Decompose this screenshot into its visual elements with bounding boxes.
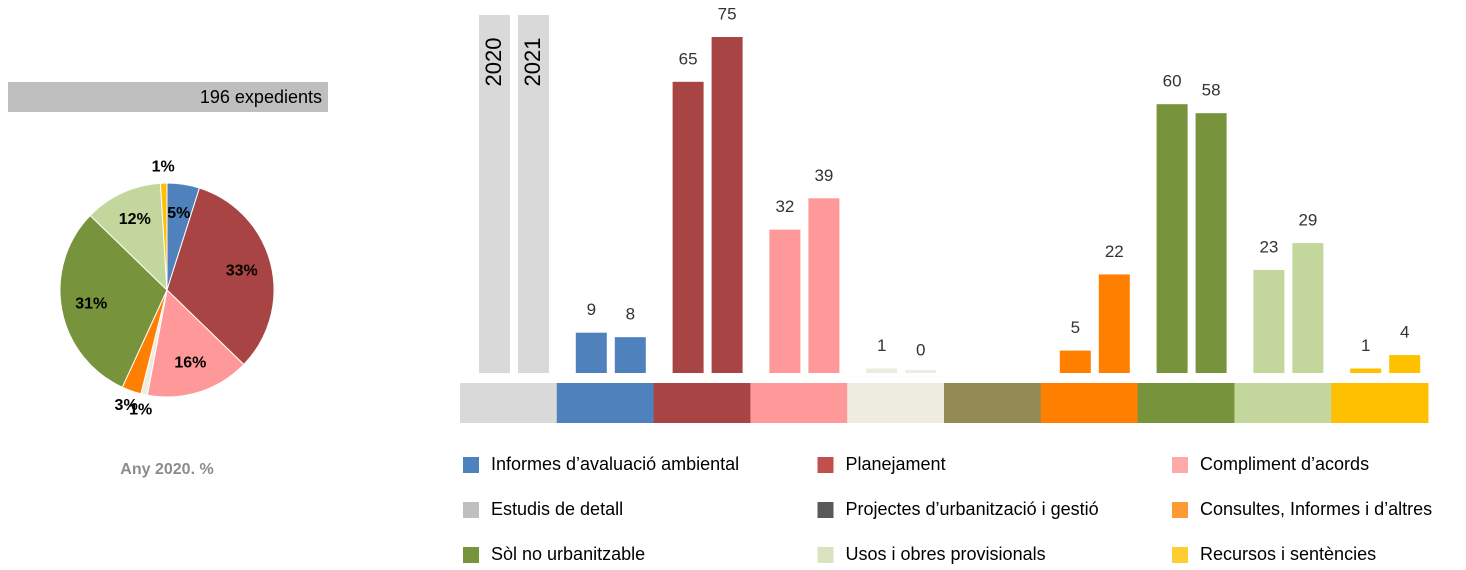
legend-label: Recursos i sentències bbox=[1200, 544, 1376, 564]
bar bbox=[1389, 355, 1421, 373]
value-label: 22 bbox=[1105, 242, 1124, 261]
category-strip bbox=[1040, 383, 1139, 423]
legend-swatch bbox=[817, 502, 834, 518]
bar bbox=[769, 229, 801, 373]
bar bbox=[1059, 350, 1091, 373]
pie-slice bbox=[59, 214, 168, 388]
value-label: 8 bbox=[626, 305, 635, 324]
pie-caption: Any 2020. % bbox=[120, 461, 213, 478]
bar bbox=[808, 198, 840, 373]
category-strip bbox=[556, 383, 655, 423]
pie-label: 16% bbox=[174, 355, 206, 372]
value-label: 23 bbox=[1259, 237, 1278, 256]
value-label: 32 bbox=[775, 197, 794, 216]
value-label: 9 bbox=[587, 300, 596, 319]
legend-swatch bbox=[463, 457, 479, 473]
category-strip bbox=[847, 383, 945, 423]
bar bbox=[1195, 113, 1227, 373]
bar bbox=[1098, 274, 1130, 373]
value-label: 29 bbox=[1298, 211, 1317, 230]
pie-label: 5% bbox=[167, 205, 190, 222]
pie-label: 33% bbox=[226, 262, 258, 279]
legend-swatch bbox=[1172, 502, 1188, 518]
legend-swatch bbox=[817, 457, 834, 473]
value-label: 4 bbox=[1400, 323, 1409, 342]
legend-swatch bbox=[1172, 547, 1188, 563]
year-label: 2021 bbox=[520, 38, 545, 87]
bar bbox=[711, 37, 743, 373]
pie-title: 196 expedients bbox=[200, 87, 322, 107]
bar bbox=[614, 337, 646, 373]
year-header-bar bbox=[479, 15, 510, 373]
year-label: 2020 bbox=[481, 38, 506, 87]
legend-label: Usos i obres provisionals bbox=[846, 544, 1046, 564]
category-strip bbox=[460, 383, 558, 423]
legend-label: Informes d’avaluació ambiental bbox=[491, 454, 739, 474]
legend-label: Projectes d’urbanització i gestió bbox=[846, 499, 1099, 519]
pie-label: 12% bbox=[119, 211, 151, 228]
bar bbox=[1253, 269, 1285, 373]
pie-banner bbox=[8, 82, 328, 112]
pie-slice bbox=[146, 288, 245, 398]
bar bbox=[575, 332, 607, 373]
value-label: 58 bbox=[1202, 81, 1221, 100]
value-label: 60 bbox=[1163, 72, 1182, 91]
value-label: 0 bbox=[916, 340, 925, 359]
category-strip bbox=[653, 383, 751, 423]
value-label: 75 bbox=[718, 4, 737, 23]
legend-label: Sòl no urbanitzable bbox=[491, 544, 645, 564]
legend-swatch bbox=[463, 547, 479, 563]
legend-label: Estudis de detall bbox=[491, 499, 623, 519]
bar bbox=[1156, 104, 1188, 373]
legend-swatch bbox=[463, 502, 479, 518]
year-header-bar bbox=[518, 15, 549, 373]
pie-label: 1% bbox=[129, 401, 152, 418]
bar bbox=[1292, 243, 1324, 373]
value-label: 1 bbox=[877, 336, 886, 355]
pie-slice bbox=[89, 182, 168, 292]
pie-slice bbox=[166, 187, 275, 366]
category-strip bbox=[944, 383, 1042, 423]
legend-label: Consultes, Informes i d’altres bbox=[1200, 499, 1432, 519]
pie-label: 3% bbox=[115, 397, 138, 414]
bar bbox=[1350, 368, 1382, 373]
legend-swatch bbox=[817, 547, 834, 563]
legend-label: Compliment d’acords bbox=[1200, 454, 1369, 474]
bar bbox=[905, 370, 937, 373]
value-label: 39 bbox=[814, 166, 833, 185]
pie-label: 31% bbox=[75, 295, 107, 312]
value-label: 5 bbox=[1071, 318, 1080, 337]
category-strip bbox=[1331, 383, 1429, 423]
value-label: 1 bbox=[1361, 336, 1370, 355]
category-strip bbox=[1234, 383, 1332, 423]
legend-label: Planejament bbox=[846, 454, 946, 474]
bar bbox=[866, 368, 898, 373]
category-strip bbox=[1137, 383, 1235, 423]
pie-slice bbox=[159, 182, 168, 291]
legend-swatch bbox=[1172, 457, 1188, 473]
pie-label: 1% bbox=[152, 158, 175, 175]
bar bbox=[672, 81, 704, 374]
value-label: 65 bbox=[679, 49, 698, 68]
category-strip bbox=[750, 383, 848, 423]
